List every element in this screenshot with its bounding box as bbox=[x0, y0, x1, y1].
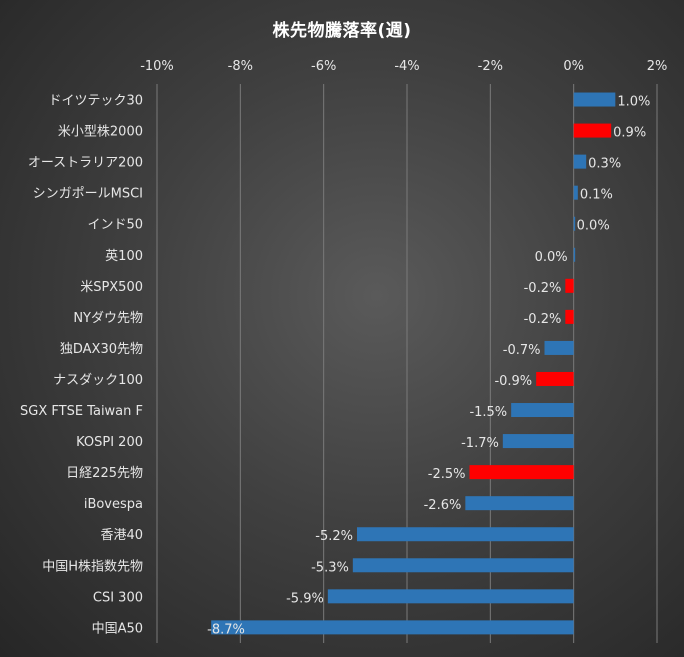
category-label: ドイツテック30 bbox=[48, 94, 143, 109]
data-label: 0.3% bbox=[588, 157, 621, 172]
bar bbox=[565, 309, 574, 324]
category-label: CSI 300 bbox=[93, 590, 143, 605]
category-label: KOSPI 200 bbox=[76, 435, 143, 450]
data-label: -0.9% bbox=[494, 374, 532, 389]
data-label: -5.2% bbox=[315, 529, 353, 544]
x-tick-label: 0% bbox=[563, 59, 584, 74]
category-label: インド50 bbox=[87, 218, 143, 233]
bar bbox=[573, 216, 576, 231]
category-label: 米SPX500 bbox=[80, 280, 143, 295]
bar bbox=[469, 465, 574, 480]
bar bbox=[357, 527, 574, 542]
x-tick-label: -2% bbox=[478, 59, 503, 74]
bar bbox=[327, 589, 574, 604]
data-label: -2.6% bbox=[424, 498, 462, 513]
category-label: NYダウ先物 bbox=[73, 311, 143, 326]
category-label: 中国A50 bbox=[92, 621, 143, 636]
x-tick-label: -8% bbox=[228, 59, 253, 74]
data-label: -0.2% bbox=[524, 312, 562, 327]
category-label: シンガポールMSCI bbox=[33, 187, 143, 202]
data-label: -0.7% bbox=[503, 343, 541, 358]
data-label: 0.0% bbox=[577, 219, 610, 234]
bar bbox=[536, 371, 574, 386]
data-label: 1.0% bbox=[617, 95, 650, 110]
category-label: オーストラリア200 bbox=[28, 156, 143, 171]
bar bbox=[573, 123, 612, 138]
category-label: SGX FTSE Taiwan F bbox=[20, 404, 143, 419]
data-label: 0.0% bbox=[535, 250, 568, 265]
x-tick-label: -6% bbox=[311, 59, 336, 74]
bar bbox=[502, 434, 574, 449]
category-label: 日経225先物 bbox=[66, 466, 143, 481]
bar bbox=[573, 185, 578, 200]
chart-title: 株先物騰落率(週) bbox=[272, 21, 412, 41]
data-label: -5.9% bbox=[286, 591, 324, 606]
data-label: -1.7% bbox=[461, 436, 499, 451]
category-label: iBovespa bbox=[84, 497, 143, 512]
category-label: 独DAX30先物 bbox=[60, 342, 143, 357]
bar bbox=[352, 558, 574, 573]
data-label: -2.5% bbox=[428, 467, 466, 482]
data-label: -8.7% bbox=[207, 622, 245, 637]
data-label: -1.5% bbox=[469, 405, 507, 420]
data-label: 0.9% bbox=[613, 126, 646, 141]
data-label: -5.3% bbox=[311, 560, 349, 575]
bar bbox=[573, 247, 576, 262]
bar bbox=[565, 278, 574, 293]
x-tick-label: 2% bbox=[647, 59, 668, 74]
bar bbox=[573, 92, 616, 107]
x-tick-label: -4% bbox=[394, 59, 419, 74]
category-label: 香港40 bbox=[100, 528, 143, 543]
data-label: -0.2% bbox=[524, 281, 562, 296]
bar bbox=[511, 403, 574, 418]
bar bbox=[465, 496, 574, 511]
category-label: 中国H株指数先物 bbox=[42, 559, 143, 574]
category-label: 英100 bbox=[105, 249, 143, 264]
category-label: 米小型株2000 bbox=[58, 125, 143, 140]
category-label: ナスダック100 bbox=[53, 373, 143, 388]
bar bbox=[573, 154, 587, 169]
data-label: 0.1% bbox=[580, 188, 613, 203]
bar bbox=[544, 340, 574, 355]
x-tick-label: -10% bbox=[140, 59, 174, 74]
bar bbox=[211, 620, 574, 635]
